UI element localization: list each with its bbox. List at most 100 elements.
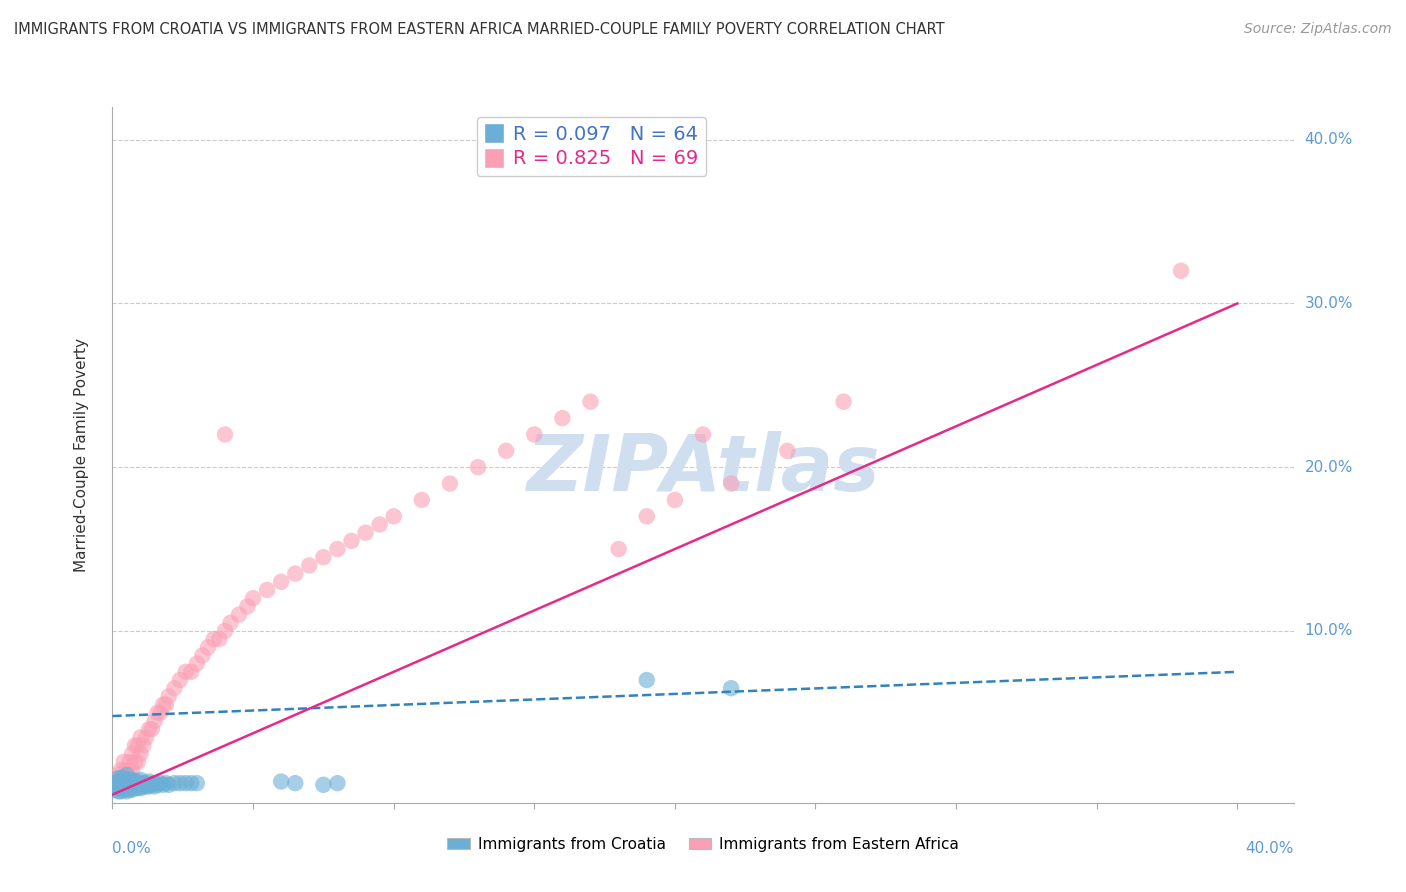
Point <box>163 681 186 696</box>
Point <box>214 624 236 638</box>
Point <box>107 780 129 795</box>
Point <box>720 476 742 491</box>
Text: 20.0%: 20.0% <box>1305 459 1353 475</box>
Point <box>169 673 191 687</box>
Point <box>832 394 855 409</box>
Point <box>107 778 129 792</box>
Point <box>129 731 152 745</box>
Point <box>284 566 307 581</box>
Point <box>1170 264 1192 278</box>
Point <box>692 427 714 442</box>
Point <box>174 665 197 679</box>
Point <box>121 747 143 761</box>
Point <box>776 443 799 458</box>
Point <box>256 582 278 597</box>
Point <box>155 698 177 712</box>
Text: 40.0%: 40.0% <box>1305 132 1353 147</box>
Point <box>107 771 129 785</box>
Point <box>118 776 141 790</box>
Point <box>118 763 141 777</box>
Point <box>551 411 574 425</box>
Point <box>110 771 132 785</box>
Point <box>110 771 132 785</box>
Point <box>118 755 141 769</box>
Point <box>118 772 141 787</box>
Point <box>284 776 307 790</box>
Point <box>112 771 135 785</box>
Text: 0.0%: 0.0% <box>112 841 152 856</box>
Point <box>110 774 132 789</box>
Point <box>135 780 157 794</box>
Legend: Immigrants from Croatia, Immigrants from Eastern Africa: Immigrants from Croatia, Immigrants from… <box>441 830 965 858</box>
Point <box>115 778 138 792</box>
Point <box>132 739 155 753</box>
Point <box>180 665 202 679</box>
Point <box>132 780 155 794</box>
Point <box>202 632 225 646</box>
Point <box>312 550 335 565</box>
Point <box>143 714 166 728</box>
Point <box>146 706 169 720</box>
Point <box>127 774 149 789</box>
Text: ZIPAtlas: ZIPAtlas <box>526 431 880 507</box>
Point <box>115 763 138 777</box>
Point <box>157 778 180 792</box>
Point <box>115 784 138 798</box>
Point <box>104 776 127 790</box>
Point <box>124 780 146 795</box>
Point <box>104 780 127 794</box>
Text: 10.0%: 10.0% <box>1305 624 1353 639</box>
Point <box>127 780 149 795</box>
Point <box>121 776 143 790</box>
Point <box>312 778 335 792</box>
Point <box>214 427 236 442</box>
Point <box>127 755 149 769</box>
Point <box>110 780 132 795</box>
Point <box>382 509 405 524</box>
Point <box>110 763 132 777</box>
Point <box>152 778 174 792</box>
Point <box>197 640 219 655</box>
Text: IMMIGRANTS FROM CROATIA VS IMMIGRANTS FROM EASTERN AFRICA MARRIED-COUPLE FAMILY : IMMIGRANTS FROM CROATIA VS IMMIGRANTS FR… <box>14 22 945 37</box>
Point <box>127 739 149 753</box>
Point <box>270 574 292 589</box>
Point <box>121 780 143 794</box>
Point <box>467 460 489 475</box>
Point <box>579 394 602 409</box>
Point <box>115 768 138 782</box>
Point <box>104 780 127 794</box>
Point <box>340 533 363 548</box>
Point <box>326 776 349 790</box>
Point <box>110 778 132 792</box>
Point <box>326 542 349 557</box>
Point <box>121 763 143 777</box>
Point <box>143 780 166 794</box>
Point <box>107 768 129 782</box>
Point <box>124 774 146 789</box>
Point <box>112 771 135 785</box>
Point <box>155 776 177 790</box>
Point <box>174 776 197 790</box>
Point <box>115 780 138 795</box>
Point <box>141 778 163 792</box>
Point <box>242 591 264 606</box>
Point <box>143 776 166 790</box>
Point <box>354 525 377 540</box>
Point <box>636 509 658 524</box>
Point <box>115 771 138 785</box>
Point <box>180 776 202 790</box>
Point <box>208 632 231 646</box>
Text: 30.0%: 30.0% <box>1305 296 1353 311</box>
Point <box>191 648 214 663</box>
Point <box>107 784 129 798</box>
Text: Source: ZipAtlas.com: Source: ZipAtlas.com <box>1244 22 1392 37</box>
Point <box>411 492 433 507</box>
Point <box>664 492 686 507</box>
Y-axis label: Married-Couple Family Poverty: Married-Couple Family Poverty <box>75 338 89 572</box>
Point <box>135 731 157 745</box>
Point <box>368 517 391 532</box>
Point <box>129 780 152 795</box>
Point <box>127 778 149 792</box>
Point <box>157 690 180 704</box>
Point <box>118 782 141 797</box>
